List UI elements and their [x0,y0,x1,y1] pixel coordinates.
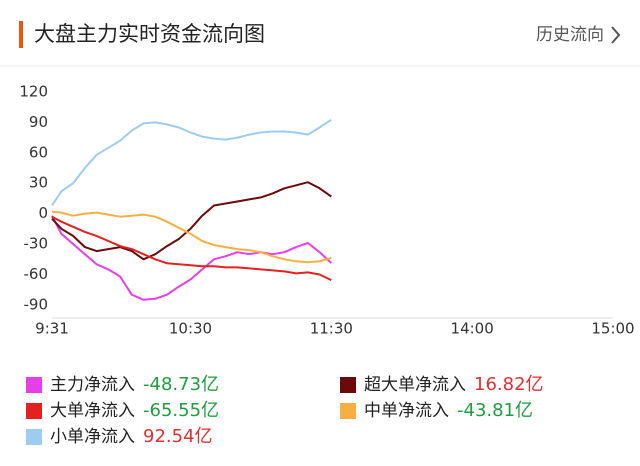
legend-value: -65.55亿 [143,400,219,421]
chevron[interactable] [611,26,621,44]
y-tick-label: -30 [24,235,49,253]
y-tick-label: 0 [38,204,48,222]
legend-swatch [26,429,42,445]
title-accent [19,21,23,48]
series-line [51,118,332,207]
legend-swatch [26,377,42,393]
series-line [51,215,332,282]
legend-value: 92.54亿 [143,426,213,447]
y-tick-label: -60 [24,265,49,283]
y-tick-label: -90 [24,295,49,313]
legend-swatch [26,403,42,419]
legend-label: 大单净流入 [50,401,135,421]
legend-label: 主力净流入 [50,375,135,395]
legend-label: 中单净流入 [364,401,449,421]
x-tick-label: 9:31 [35,320,69,338]
legend-label: 超大单净流入 [364,375,466,395]
page-title: 大盘主力实时资金流向图 [34,22,265,46]
series-line [51,181,332,261]
legend-swatch [340,403,356,419]
history-link[interactable]: 历史流向 [536,25,604,45]
series-line [51,210,332,264]
legend-value: -43.81亿 [457,400,533,421]
legend-label: 小单净流入 [50,427,135,447]
legend-swatch [340,377,356,393]
x-tick-label: 15:00 [591,320,634,338]
y-tick-label: 30 [29,174,48,192]
series-line [51,215,332,301]
x-tick-label: 14:00 [451,320,494,338]
y-tick-label: 120 [19,83,48,101]
y-tick-label: 60 [29,143,48,161]
x-tick-label: 10:30 [169,320,212,338]
legend-value: -48.73亿 [143,374,219,395]
y-tick-label: 90 [29,113,48,131]
x-tick-label: 11:30 [310,320,353,338]
legend-value: 16.82亿 [474,374,544,395]
